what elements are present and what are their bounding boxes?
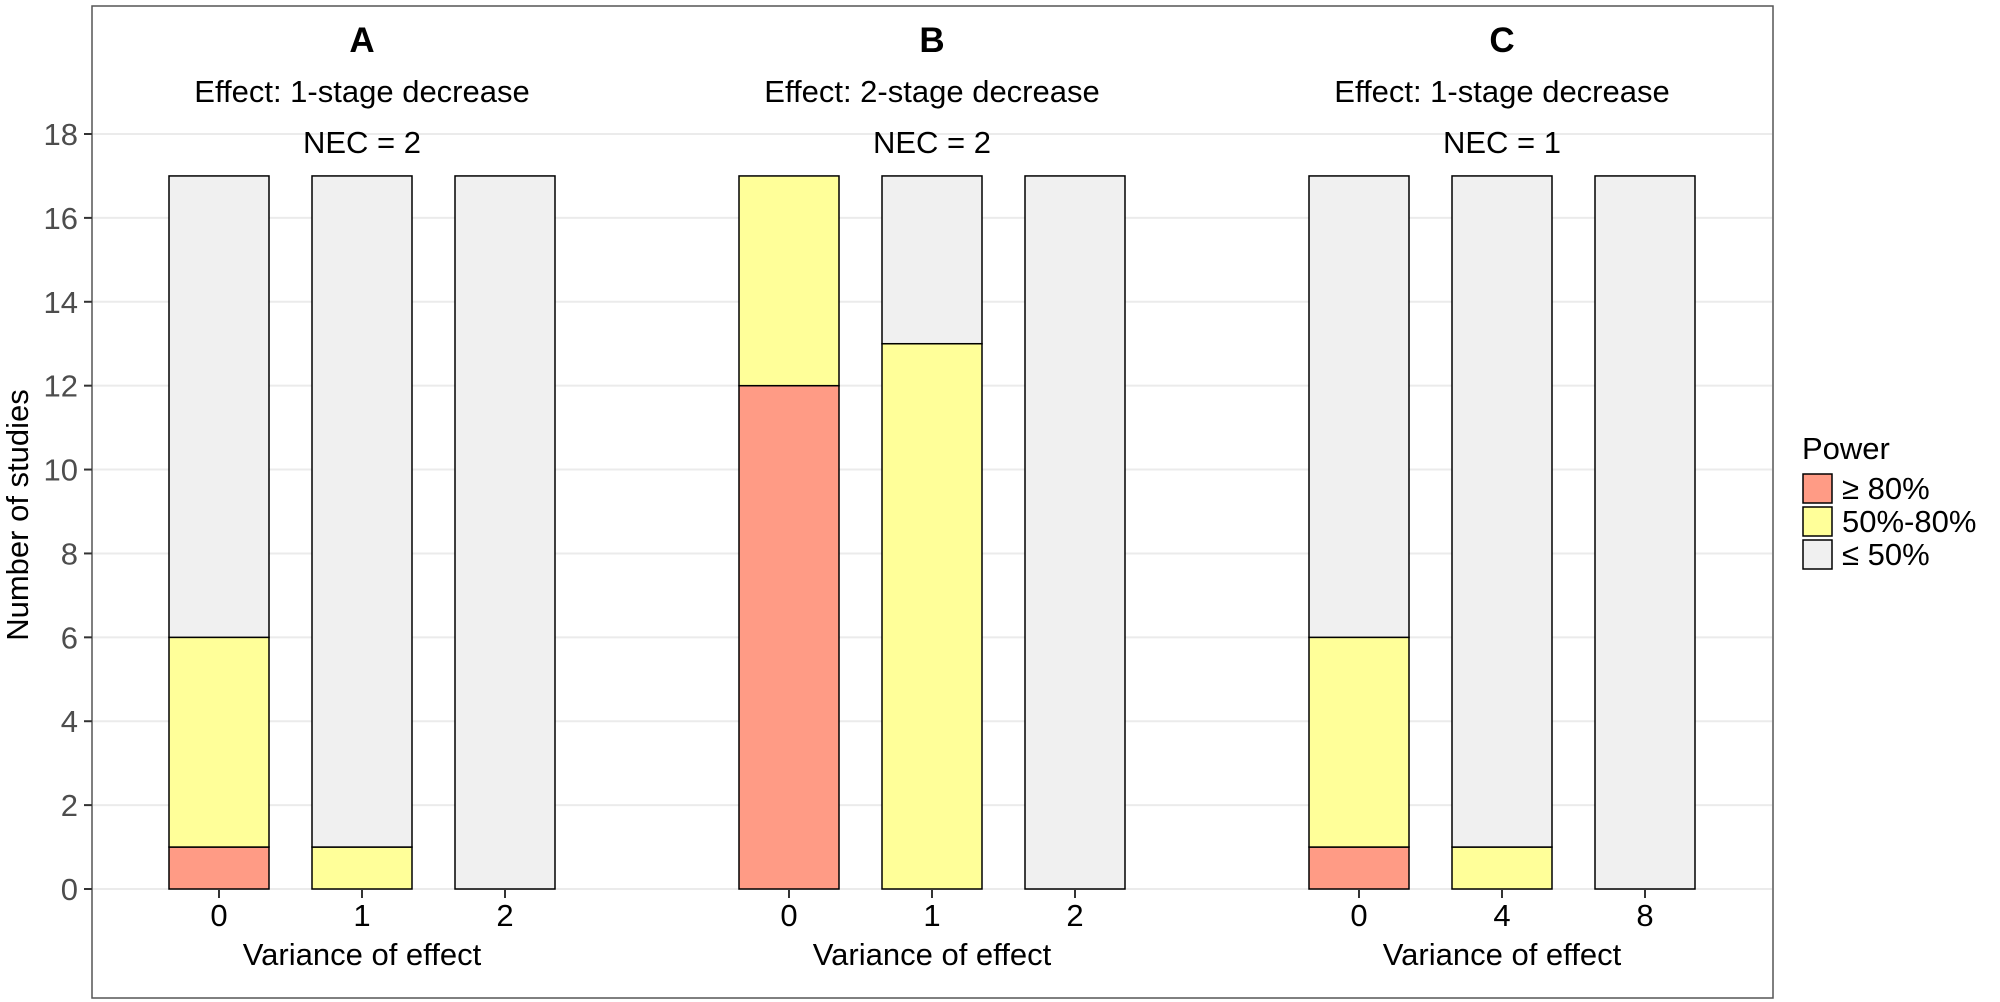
bar-segment bbox=[881, 342, 983, 890]
panel-tag: C bbox=[1489, 21, 1514, 60]
y-axis: 0 2 4 6 8 10 12 14 16 18 bbox=[44, 117, 92, 907]
legend-key bbox=[1802, 539, 1833, 570]
legend-label: ≥ 80% bbox=[1842, 471, 1930, 506]
y-tick-label: 6 bbox=[61, 620, 78, 655]
bar-segment bbox=[881, 175, 983, 345]
panel-subtitle: NEC = 2 bbox=[303, 125, 421, 160]
bar-segment bbox=[1308, 846, 1410, 890]
bar-segment bbox=[311, 846, 413, 890]
x-tick-label: 0 bbox=[780, 898, 797, 933]
y-tick-label: 8 bbox=[61, 536, 78, 571]
x-tick-label: 4 bbox=[1493, 898, 1510, 933]
y-tick-label: 2 bbox=[61, 788, 78, 823]
bar-segment bbox=[168, 846, 270, 890]
y-tick-label: 16 bbox=[44, 201, 78, 236]
x-tick-label: 1 bbox=[923, 898, 940, 933]
x-tick-label: 8 bbox=[1636, 898, 1653, 933]
bar-segment bbox=[1594, 175, 1696, 890]
panel-a: A Effect: 1-stage decrease NEC = 2 0 1 2 Varia… bbox=[168, 21, 556, 972]
panel-tag: A bbox=[349, 21, 374, 60]
panel-title: Effect: 1-stage decrease bbox=[194, 74, 529, 109]
bar-segment bbox=[1308, 175, 1410, 639]
x-tick-label: 0 bbox=[1350, 898, 1367, 933]
x-axis-title: Variance of effect bbox=[813, 937, 1052, 972]
bar-segment bbox=[1451, 175, 1553, 848]
x-axis-title: Variance of effect bbox=[243, 937, 482, 972]
bar-segment bbox=[1024, 175, 1126, 890]
panel-title: Effect: 2-stage decrease bbox=[764, 74, 1099, 109]
y-tick-label: 14 bbox=[44, 285, 78, 320]
x-axis-title: Variance of effect bbox=[1383, 937, 1622, 972]
legend-title: Power bbox=[1802, 431, 1890, 466]
x-tick-label: 2 bbox=[496, 898, 513, 933]
legend-label: ≤ 50% bbox=[1842, 537, 1930, 572]
y-tick-label: 10 bbox=[44, 453, 78, 488]
y-tick-label: 18 bbox=[44, 117, 78, 152]
y-axis-title: Number of studies bbox=[0, 389, 35, 641]
panel-c: C Effect: 1-stage decrease NEC = 1 0 4 8 Varia… bbox=[1308, 21, 1696, 972]
x-tick-label: 2 bbox=[1066, 898, 1083, 933]
legend: Power ≥ 80%50%-80%≤ 50% bbox=[1802, 431, 1976, 572]
x-tick-label: 1 bbox=[353, 898, 370, 933]
panel-subtitle: NEC = 1 bbox=[1443, 125, 1561, 160]
bar-segment bbox=[311, 175, 413, 848]
bar-segment bbox=[168, 175, 270, 639]
y-tick-label: 4 bbox=[61, 704, 78, 739]
bar-segment bbox=[454, 175, 556, 890]
panel-b: B Effect: 2-stage decrease NEC = 2 0 1 2 Varia… bbox=[738, 21, 1126, 972]
bar-segment bbox=[738, 175, 840, 387]
panel-subtitle: NEC = 2 bbox=[873, 125, 991, 160]
legend-key bbox=[1802, 473, 1833, 504]
bar-segment bbox=[1451, 846, 1553, 890]
y-tick-label: 0 bbox=[61, 872, 78, 907]
x-tick-label: 0 bbox=[210, 898, 227, 933]
bar-segment bbox=[1308, 636, 1410, 848]
y-tick-label: 12 bbox=[44, 369, 78, 404]
legend-key bbox=[1802, 506, 1833, 537]
legend-label: 50%-80% bbox=[1842, 504, 1976, 539]
bar-segment bbox=[168, 636, 270, 848]
panel-title: Effect: 1-stage decrease bbox=[1334, 74, 1669, 109]
panel-tag: B bbox=[919, 21, 944, 60]
panels: A Effect: 1-stage decrease NEC = 2 0 1 2 Varia… bbox=[168, 21, 1696, 972]
bar-segment bbox=[738, 384, 840, 890]
